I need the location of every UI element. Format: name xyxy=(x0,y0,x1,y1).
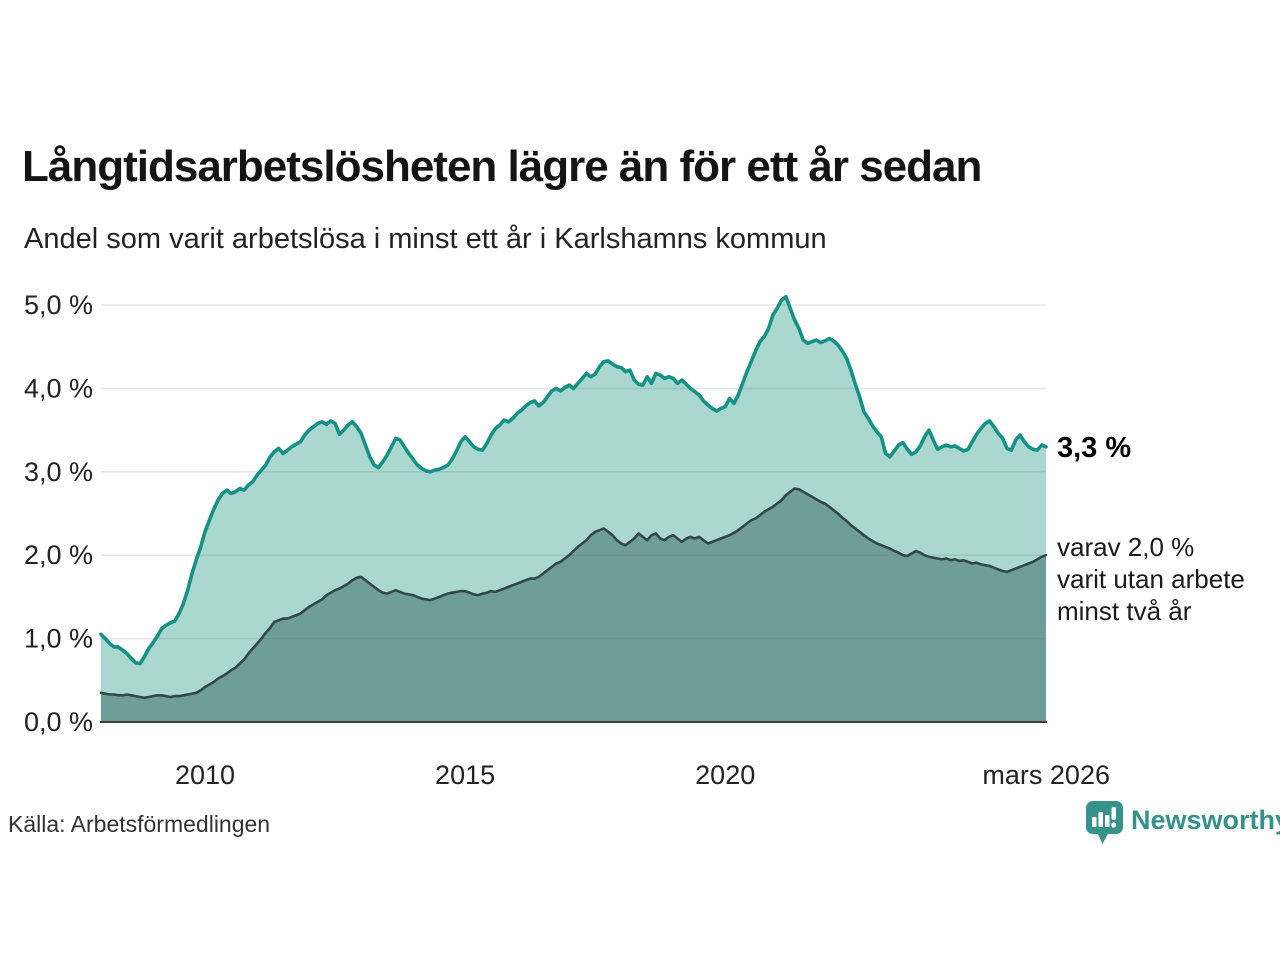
secondary-annotation-line3: minst två år xyxy=(1057,596,1192,626)
chart-title: Långtidsarbetslösheten lägre än för ett … xyxy=(22,142,981,191)
latest-value-label: 3,3 % xyxy=(1057,432,1131,464)
line-unemployed-2yr xyxy=(99,487,1048,700)
chart-subtitle: Andel som varit arbetslösa i minst ett å… xyxy=(24,223,827,255)
y-tick-label: 5,0 % xyxy=(24,290,93,320)
x-tick-label: 2010 xyxy=(175,760,235,790)
source-credit: Källa: Arbetsförmedlingen xyxy=(8,811,270,837)
newsworthy-bubble-chart-icon xyxy=(1086,801,1123,844)
y-tick-label: 2,0 % xyxy=(24,540,93,570)
x-tick-label: 2020 xyxy=(695,760,755,790)
y-tick-label: 0,0 % xyxy=(24,707,93,737)
line-unemployed-1yr xyxy=(99,294,1048,666)
y-tick-label: 1,0 % xyxy=(24,624,93,654)
y-axis-labels: 0,0 % 1,0 % 2,0 % 3,0 % 4,0 % 5,0 % xyxy=(24,290,93,737)
logo-wordmark: Newsworthy xyxy=(1131,805,1280,835)
x-tick-label: mars 2026 xyxy=(982,760,1110,790)
x-tick-label: 2015 xyxy=(435,760,495,790)
x-axis-labels: 2010 2015 2020 mars 2026 xyxy=(175,760,1110,790)
area-unemployed-2yr xyxy=(101,488,1046,722)
y-tick-label: 4,0 % xyxy=(24,373,93,403)
secondary-annotation-line2: varit utan arbete xyxy=(1057,564,1245,594)
secondary-annotation-line1: varav 2,0 % xyxy=(1057,532,1194,562)
newsworthy-logo: Newsworthy xyxy=(1086,801,1280,844)
y-tick-label: 3,0 % xyxy=(24,457,93,487)
